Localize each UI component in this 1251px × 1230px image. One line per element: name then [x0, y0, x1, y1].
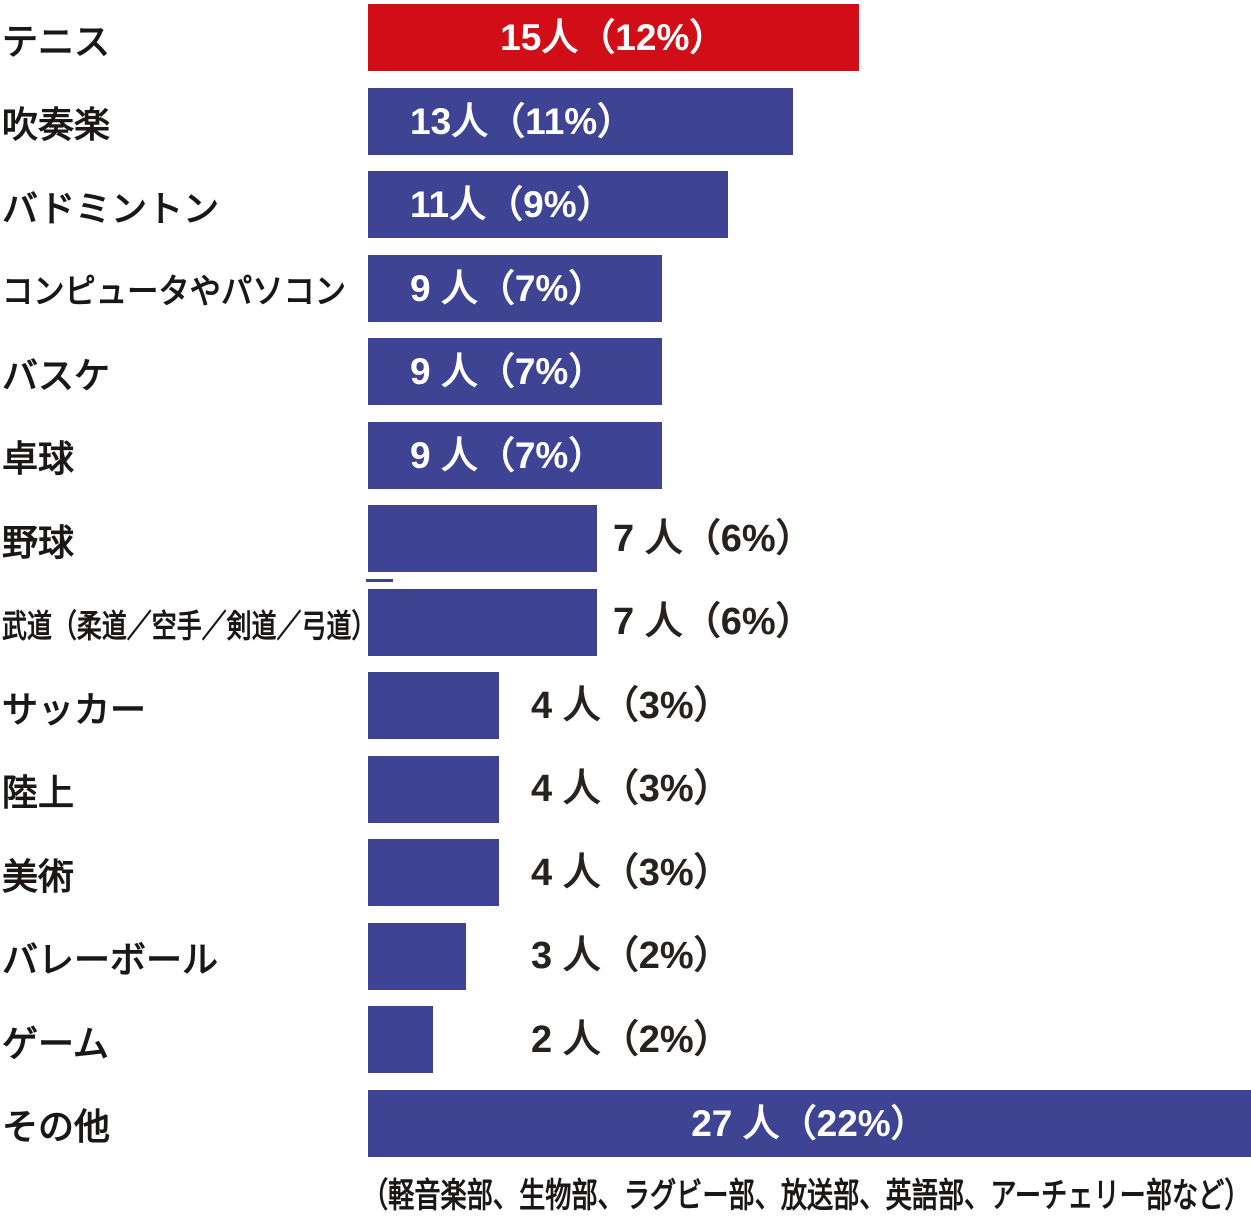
chart-footnote: （軽音楽部、生物部、ラグビー部、放送部、英語部、アーチェリー部など）: [362, 1177, 1251, 1215]
bar-area: 9 人（7%）: [368, 251, 1251, 335]
category-label: 武道（柔道／空手／剣道／弓道）: [2, 608, 377, 645]
category-label: バレーボール: [2, 939, 219, 981]
bar-value-label: 2 人（2%）: [531, 1018, 732, 1061]
bar-area: 3 人（2%）: [368, 919, 1251, 1003]
bar: 9 人（7%）: [368, 338, 663, 405]
stray-tick-mark: [366, 579, 393, 582]
bar-area: 9 人（7%）: [368, 418, 1251, 502]
category-label-cell: 吹奏楽: [0, 84, 368, 168]
chart-rows: テニス 15人（12%） 吹奏楽 13人（11%） バドミントン 11人（9%）: [0, 0, 1251, 1170]
chart-row: コンピュータやパソコン 9 人（7%）: [0, 251, 1251, 335]
chart-row: バスケ 9 人（7%）: [0, 334, 1251, 418]
bar: [368, 672, 499, 739]
chart-row: その他 27 人（22%）: [0, 1086, 1251, 1170]
chart-row: サッカー 4 人（3%）: [0, 668, 1251, 752]
bar: 9 人（7%）: [368, 254, 663, 322]
category-label-cell: テニス: [0, 0, 368, 84]
category-label: バスケ: [2, 354, 111, 396]
chart-row: バレーボール 3 人（2%）: [0, 919, 1251, 1003]
bar-area: 7 人（6%）: [368, 585, 1251, 669]
bar: 11人（9%）: [368, 171, 728, 238]
bar-value-label: 13人（11%）: [410, 100, 635, 142]
bar-area: 15人（12%）: [368, 0, 1251, 84]
category-label: テニス: [2, 20, 111, 62]
bar-area: 4 人（3%）: [368, 668, 1251, 752]
bar-area: 2 人（2%）: [368, 1002, 1251, 1086]
category-label-cell: バドミントン: [0, 167, 368, 251]
category-label-cell: 武道（柔道／空手／剣道／弓道）: [0, 585, 376, 669]
category-label-cell: ゲーム: [0, 1002, 368, 1086]
category-label: コンピュータやパソコン: [2, 273, 347, 312]
chart-row: 美術 4 人（3%）: [0, 835, 1251, 919]
bar: [368, 839, 499, 906]
chart-row: 陸上 4 人（3%）: [0, 752, 1251, 836]
chart-row: 吹奏楽 13人（11%）: [0, 84, 1251, 168]
chart-row: 武道（柔道／空手／剣道／弓道） 7 人（6%）: [0, 585, 1251, 669]
category-label-cell: 陸上: [0, 752, 368, 836]
bar-area: 13人（11%）: [368, 84, 1251, 168]
bar-area: 7 人（6%）: [368, 501, 1251, 585]
category-label: サッカー: [2, 688, 147, 730]
bar-value-label: 9 人（7%）: [410, 434, 606, 476]
category-label: 卓球: [2, 438, 75, 480]
bar-value-label: 11人（9%）: [410, 184, 614, 225]
bar: 15人（12%）: [368, 4, 859, 71]
bar-value-label: 27 人（22%）: [691, 1102, 928, 1144]
bar-value-label: 15人（12%）: [500, 17, 727, 58]
bar-value-label: 7 人（6%）: [613, 601, 814, 643]
bar: 13人（11%）: [368, 87, 794, 155]
bar: [368, 922, 467, 990]
chart-row: テニス 15人（12%）: [0, 0, 1251, 84]
bar-value-label: 7 人（6%）: [613, 517, 814, 560]
category-label-cell: バレーボール: [0, 919, 368, 1003]
bar-value-label: 4 人（3%）: [531, 684, 732, 727]
bar: [368, 1006, 434, 1073]
chart-row: 卓球 9 人（7%）: [0, 418, 1251, 502]
category-label-cell: コンピュータやパソコン: [0, 251, 368, 335]
chart-row: 野球 7 人（6%）: [0, 501, 1251, 585]
bar-area: 11人（9%）: [368, 167, 1251, 251]
category-label: 陸上: [2, 772, 75, 814]
bar: [368, 588, 597, 656]
bar-area: 4 人（3%）: [368, 835, 1251, 919]
bar-area: 9 人（7%）: [368, 334, 1251, 418]
bar: 9 人（7%）: [368, 421, 663, 489]
category-label: 吹奏楽: [2, 104, 111, 146]
bar-area: 4 人（3%）: [368, 752, 1251, 836]
category-label-cell: 卓球: [0, 418, 368, 502]
category-label: 美術: [2, 855, 75, 897]
chart-row: ゲーム 2 人（2%）: [0, 1002, 1251, 1086]
bar-area: 27 人（22%）: [368, 1086, 1251, 1170]
category-label: バドミントン: [2, 187, 220, 229]
category-label-cell: バスケ: [0, 334, 368, 418]
bar-value-label: 9 人（7%）: [410, 267, 606, 309]
category-label: 野球: [2, 521, 75, 563]
category-label-cell: 野球: [0, 501, 368, 585]
category-label-cell: 美術: [0, 835, 368, 919]
bar-value-label: 4 人（3%）: [531, 768, 732, 810]
bar: 27 人（22%）: [368, 1089, 1251, 1157]
bar-value-label: 9 人（7%）: [410, 351, 606, 392]
bar-value-label: 3 人（2%）: [531, 935, 732, 977]
category-label-cell: サッカー: [0, 668, 368, 752]
bar: [368, 755, 499, 823]
bar: [368, 505, 597, 572]
category-label: その他: [2, 1106, 111, 1148]
bar-value-label: 4 人（3%）: [531, 851, 732, 894]
category-label: ゲーム: [2, 1022, 109, 1064]
category-label-cell: その他: [0, 1086, 368, 1170]
chart-row: バドミントン 11人（9%）: [0, 167, 1251, 251]
